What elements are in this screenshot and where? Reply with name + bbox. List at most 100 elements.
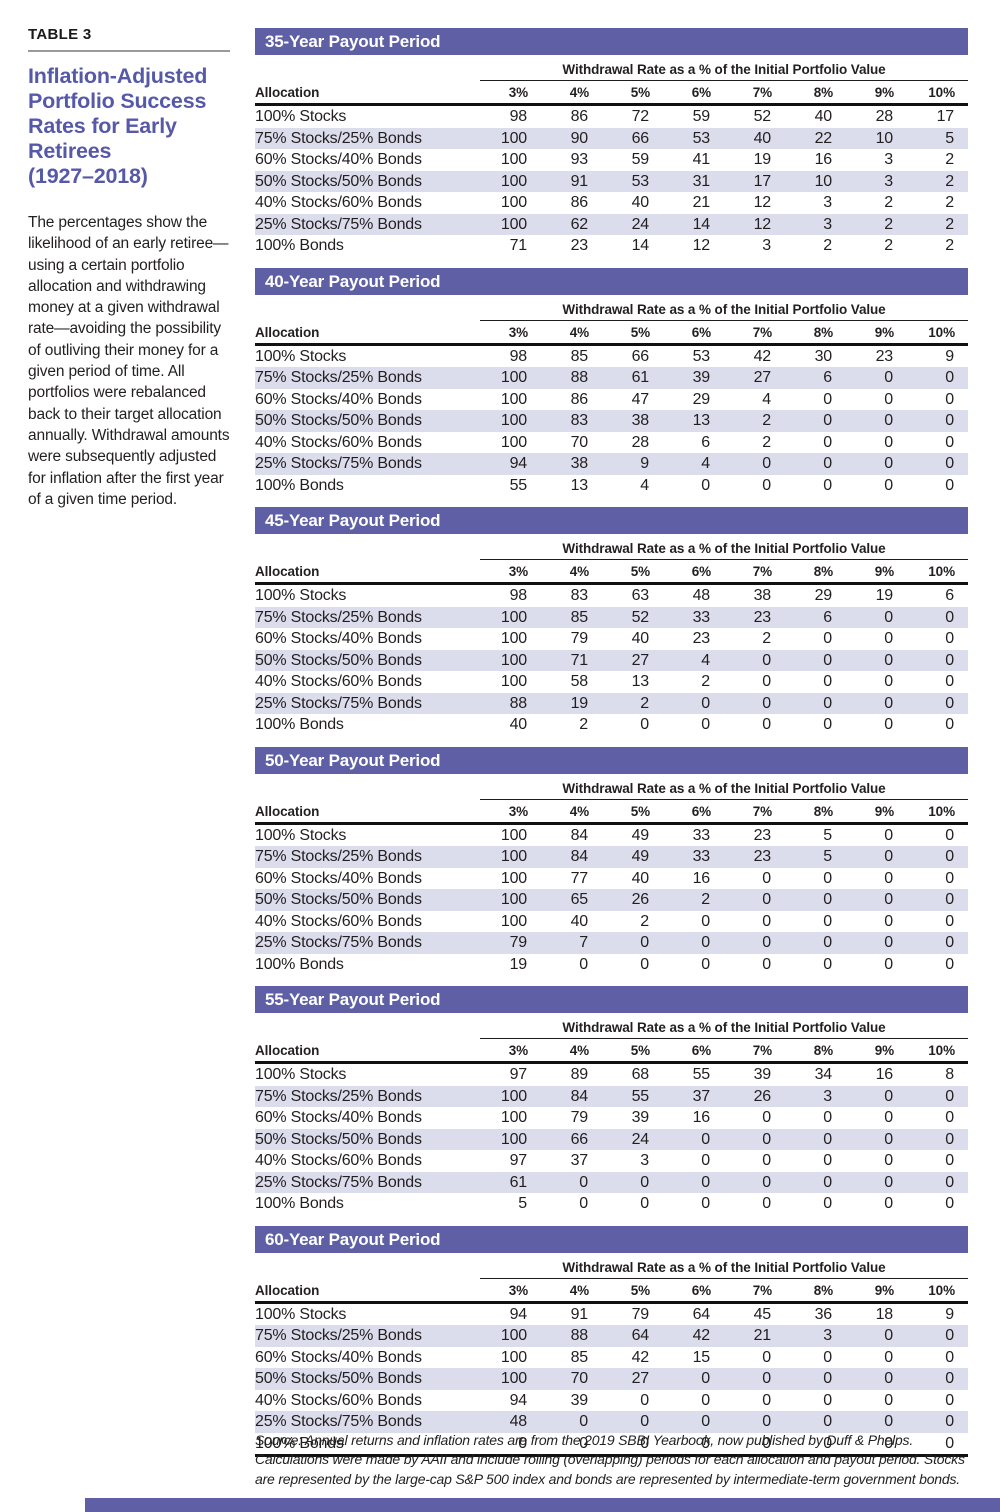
rate-header-row: Allocation 3% 4% 5% 6% 7% 8% 9% 10% xyxy=(255,1279,968,1304)
value-cell: 0 xyxy=(701,694,710,712)
value-cell: 19 xyxy=(570,694,589,712)
allocation-cell: 60% Stocks/40% Bonds xyxy=(255,390,422,408)
value-cell: 0 xyxy=(945,1327,954,1344)
rate-column-header: 6% xyxy=(691,564,711,579)
rate-header-row: Allocation 3% 4% 5% 6% 7% 8% 9% 10% xyxy=(255,800,968,825)
value-cell: 72 xyxy=(631,108,650,125)
allocation-cell: 50% Stocks/50% Bonds xyxy=(255,172,422,190)
rate-column-header: 7% xyxy=(752,564,772,579)
value-cell: 40 xyxy=(509,716,528,733)
allocation-cell: 100% Bonds xyxy=(255,1434,344,1452)
value-cell: 85 xyxy=(570,1348,589,1366)
value-cell: 0 xyxy=(884,369,893,386)
value-cell: 0 xyxy=(823,934,832,951)
value-cell: 4 xyxy=(701,651,710,669)
rate-column-header: 9% xyxy=(874,1043,894,1058)
value-cell: 0 xyxy=(884,716,893,733)
payout-period-header-bar: 45-Year Payout Period xyxy=(255,507,968,534)
table-row: 100% Bonds 0 0 0 0 0 0 0 0 xyxy=(255,1433,968,1455)
allocation-cell: 25% Stocks/75% Bonds xyxy=(255,1173,422,1191)
allocation-cell: 40% Stocks/60% Bonds xyxy=(255,194,422,211)
rate-column-header: 6% xyxy=(691,324,711,340)
value-cell: 0 xyxy=(701,955,710,973)
value-cell: 15 xyxy=(692,1348,711,1366)
value-cell: 0 xyxy=(945,826,954,844)
allocation-cell: 50% Stocks/50% Bonds xyxy=(255,1370,422,1387)
value-cell: 100 xyxy=(500,1348,527,1366)
value-cell: 88 xyxy=(509,694,528,712)
rate-column-header: 8% xyxy=(813,1043,833,1058)
table-row: 50% Stocks/50% Bonds 100 71 27 4 0 0 0 0 xyxy=(255,649,968,671)
value-cell: 0 xyxy=(884,934,893,951)
value-cell: 0 xyxy=(823,694,832,712)
value-cell: 0 xyxy=(884,869,893,887)
value-cell: 97 xyxy=(509,1066,528,1083)
value-cell: 0 xyxy=(640,716,649,733)
rate-column-header: 10% xyxy=(928,85,955,100)
rate-column-header: 7% xyxy=(752,324,772,340)
value-cell: 0 xyxy=(884,848,893,865)
value-cell: 0 xyxy=(945,1195,954,1212)
payout-period-title: 60-Year Payout Period xyxy=(265,1229,441,1249)
payout-period-title: 55-Year Payout Period xyxy=(265,990,441,1009)
value-cell: 0 xyxy=(823,1152,832,1169)
value-cell: 36 xyxy=(814,1305,833,1323)
value-cell: 0 xyxy=(823,1348,832,1366)
value-cell: 39 xyxy=(570,1391,589,1409)
value-cell: 4 xyxy=(762,390,771,408)
value-cell: 100 xyxy=(500,412,527,429)
allocation-cell: 75% Stocks/25% Bonds xyxy=(255,1087,422,1105)
table-row: 25% Stocks/75% Bonds 79 7 0 0 0 0 0 0 xyxy=(255,932,968,954)
value-cell: 98 xyxy=(509,108,528,125)
value-cell: 2 xyxy=(762,412,771,429)
value-cell: 86 xyxy=(570,108,589,125)
table-row: 50% Stocks/50% Bonds 100 66 24 0 0 0 0 0 xyxy=(255,1128,968,1150)
value-cell: 30 xyxy=(814,347,833,365)
value-cell: 53 xyxy=(692,129,711,147)
value-cell: 9 xyxy=(640,455,649,472)
allocation-cell: 50% Stocks/50% Bonds xyxy=(255,412,422,429)
value-cell: 0 xyxy=(884,1087,893,1105)
value-cell: 42 xyxy=(692,1327,711,1344)
value-cell: 2 xyxy=(762,630,771,647)
payout-table: 60-Year Payout Period Withdrawal Rate as… xyxy=(255,1225,968,1457)
value-cell: 38 xyxy=(570,455,589,472)
value-cell: 0 xyxy=(945,369,954,386)
value-cell: 0 xyxy=(945,891,954,908)
value-cell: 0 xyxy=(701,1434,710,1452)
value-cell: 0 xyxy=(945,1087,954,1105)
value-cell: 0 xyxy=(945,1130,954,1148)
value-cell: 38 xyxy=(631,412,650,429)
table-row: 60% Stocks/40% Bonds 100 93 59 41 19 16 3 2 xyxy=(255,149,968,171)
rate-column-header: 7% xyxy=(752,1282,772,1298)
value-cell: 100 xyxy=(500,1109,527,1126)
value-cell: 2 xyxy=(884,215,893,233)
value-cell: 0 xyxy=(823,455,832,472)
value-cell: 100 xyxy=(500,369,527,386)
table-row: 75% Stocks/25% Bonds 100 84 55 37 26 3 0 0 xyxy=(255,1085,968,1107)
value-cell: 83 xyxy=(570,412,589,429)
table-row: 100% Stocks 98 83 63 48 38 29 19 6 xyxy=(255,585,968,607)
value-cell: 63 xyxy=(631,587,650,604)
table-row: 100% Bonds 55 13 4 0 0 0 0 0 xyxy=(255,475,968,497)
value-cell: 28 xyxy=(631,433,650,451)
value-cell: 12 xyxy=(753,194,772,211)
value-cell: 0 xyxy=(762,1370,771,1387)
value-cell: 13 xyxy=(631,673,650,690)
allocation-cell: 75% Stocks/25% Bonds xyxy=(255,608,422,626)
allocation-cell: 75% Stocks/25% Bonds xyxy=(255,369,422,386)
allocation-cell: 40% Stocks/60% Bonds xyxy=(255,1391,422,1409)
value-cell: 0 xyxy=(823,476,832,494)
value-cell: 39 xyxy=(692,369,711,386)
value-cell: 47 xyxy=(631,390,650,408)
sidebar: TABLE 3 Inflation-Adjusted Portfolio Suc… xyxy=(28,26,230,510)
value-cell: 100 xyxy=(500,433,527,451)
value-cell: 100 xyxy=(500,1087,527,1105)
value-cell: 0 xyxy=(945,694,954,712)
value-cell: 2 xyxy=(762,433,771,451)
table-row: 40% Stocks/60% Bonds 100 70 28 6 2 0 0 0 xyxy=(255,432,968,454)
withdrawal-rate-group-header: Withdrawal Rate as a % of the Initial Po… xyxy=(480,781,968,800)
allocation-cell: 75% Stocks/25% Bonds xyxy=(255,129,422,147)
value-cell: 83 xyxy=(570,587,589,604)
rate-column-header: 3% xyxy=(508,324,528,340)
